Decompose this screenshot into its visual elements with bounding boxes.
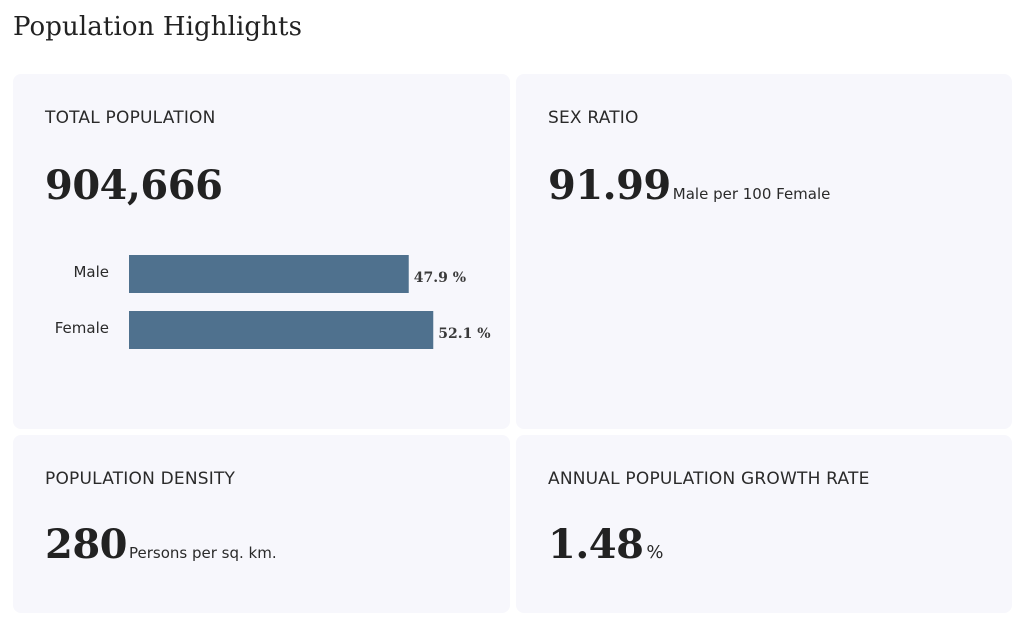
growth-rate-stat: 1.48%	[548, 521, 664, 568]
bar-female	[129, 311, 434, 349]
total-population-label: TOTAL POPULATION	[45, 108, 216, 128]
sex-ratio-value: 91.99	[548, 162, 671, 209]
sex-ratio-label: SEX RATIO	[548, 108, 639, 128]
population-density-stat: 280 Persons per sq. km.	[45, 521, 277, 568]
sex-ratio-card: SEX RATIO 91.99 Male per 100 Female	[516, 74, 1012, 429]
bar-category-label: Male	[73, 263, 109, 281]
growth-rate-value: 1.48	[548, 521, 644, 568]
population-density-value: 280	[45, 521, 128, 568]
page-title: Population Highlights	[13, 12, 303, 42]
growth-rate-label: ANNUAL POPULATION GROWTH RATE	[548, 469, 870, 489]
total-population-card: TOTAL POPULATION 904,666 Male 47.9 % Femal…	[13, 74, 510, 429]
bar-category-label: Female	[55, 319, 109, 337]
total-population-stat: 904,666	[45, 162, 223, 209]
sex-ratio-stat: 91.99 Male per 100 Female	[548, 162, 830, 209]
sex-distribution-bar-chart: Male 47.9 % Female 52.1 %	[13, 244, 510, 364]
bar-value-label: 47.9 %	[414, 270, 466, 286]
total-population-value: 904,666	[45, 162, 223, 209]
growth-rate-card: ANNUAL POPULATION GROWTH RATE 1.48%	[516, 435, 1012, 613]
bar-chart-svg: Male 47.9 % Female 52.1 %	[55, 255, 491, 349]
bar-male	[129, 255, 409, 293]
bar-value-label: 52.1 %	[438, 326, 490, 342]
population-density-unit: Persons per sq. km.	[129, 544, 277, 562]
population-density-label: POPULATION DENSITY	[45, 469, 236, 489]
population-density-card: POPULATION DENSITY 280 Persons per sq. km…	[13, 435, 510, 613]
sex-ratio-unit: Male per 100 Female	[672, 185, 831, 203]
growth-rate-unit: %	[646, 542, 664, 563]
